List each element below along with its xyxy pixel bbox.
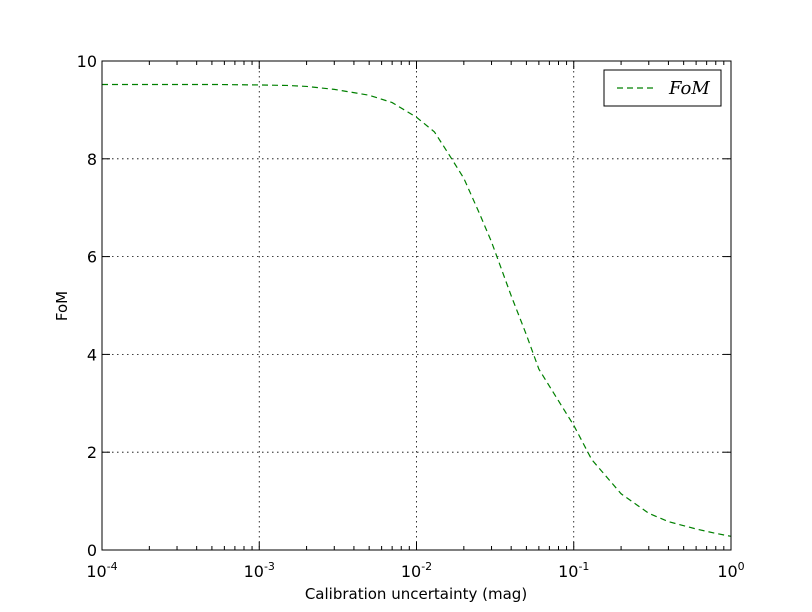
y-tick-labels: 0 2 4 6 8 10 [77, 52, 97, 560]
plot-area-frame [101, 60, 732, 551]
x-axis-label: Calibration uncertainty (mag) [305, 585, 527, 603]
x-tick-labels: 10-4 10-3 10-2 10-1 100 [86, 560, 744, 581]
y-tick-label: 4 [87, 345, 97, 364]
x-tick-label: 100 [717, 560, 744, 581]
series-line-fom [102, 83, 732, 537]
x-tick-label: 10-1 [558, 560, 589, 581]
y-tick-label: 0 [87, 541, 97, 560]
series-layer [102, 83, 732, 537]
legend: FoM [603, 69, 722, 107]
legend-label-fom: FoM [668, 78, 710, 99]
y-tick-label: 6 [87, 248, 97, 267]
y-tick-label: 8 [87, 150, 97, 169]
x-tick-label: 10-3 [244, 560, 275, 581]
legend-box [603, 69, 722, 107]
y-tick-label: 2 [87, 443, 97, 462]
x-tick-label: 10-2 [401, 560, 432, 581]
grid-lines [102, 61, 731, 550]
y-axis-label: FoM [53, 291, 71, 321]
y-tick-label: 10 [77, 52, 97, 71]
x-tick-label: 10-4 [86, 560, 117, 581]
